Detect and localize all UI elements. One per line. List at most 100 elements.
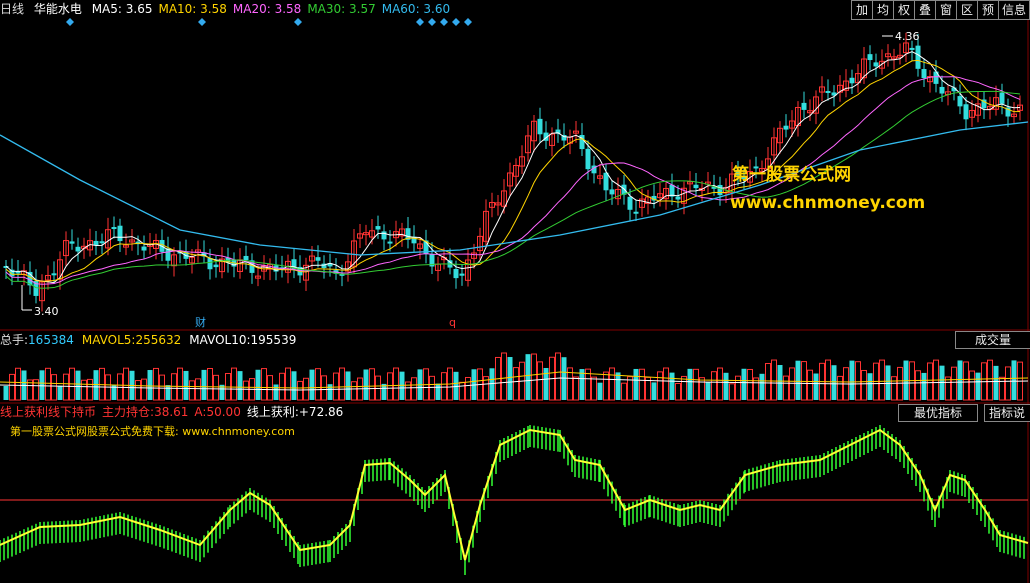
- volume-bar: [789, 367, 795, 401]
- indicator-help-button[interactable]: 指标说明: [984, 404, 1030, 422]
- volume-bar: [183, 370, 189, 400]
- volume-bar: [141, 378, 147, 401]
- candle-body: [129, 239, 135, 243]
- mavol10-value: 195539: [250, 333, 297, 347]
- volume-button[interactable]: 成交量: [955, 331, 1030, 349]
- volume-bar: [795, 360, 801, 400]
- signal-marker: [198, 18, 206, 26]
- candle-body: [207, 258, 213, 270]
- candle-body: [651, 195, 657, 201]
- signal-marker: [452, 18, 460, 26]
- indicator-info-bar: 线上获利线下持币 主力持仓:38.61 A:50.00 线上获利:+72.86: [0, 404, 343, 420]
- volume-bar: [717, 367, 723, 401]
- candle-body: [561, 135, 567, 141]
- candle-body: [303, 264, 309, 281]
- candle-body: [1011, 113, 1017, 118]
- volume-bar: [231, 367, 237, 401]
- candle-body: [417, 243, 423, 249]
- candle-body: [693, 184, 699, 189]
- candle-body: [123, 244, 129, 248]
- volume-bar: [879, 359, 885, 401]
- candle-body: [675, 196, 681, 200]
- candle-body: [555, 129, 561, 134]
- volume-bar: [315, 368, 321, 401]
- volume-bar: [147, 370, 153, 400]
- indicator-title: 线上获利线下持币: [0, 405, 97, 419]
- volume-bar: [651, 382, 657, 400]
- volume-bar: [693, 368, 699, 401]
- candle-body: [171, 254, 177, 267]
- candle-body: [471, 252, 477, 259]
- volume-bar: [393, 367, 399, 401]
- volume-bar: [921, 372, 927, 400]
- toolbar-range-button[interactable]: 区: [956, 0, 978, 20]
- candle-body: [525, 135, 531, 154]
- candle-body: [45, 274, 51, 281]
- volume-bar: [465, 376, 471, 401]
- best-indicator-button[interactable]: 最优指标: [898, 404, 978, 422]
- candle-body: [255, 275, 261, 279]
- candle-body: [399, 228, 405, 237]
- volume-bar: [723, 372, 729, 400]
- volume-bar: [897, 366, 903, 401]
- candle-body: [459, 273, 465, 276]
- volume-bar: [633, 368, 639, 400]
- candle-body: [411, 236, 417, 244]
- volume-bar: [441, 372, 447, 401]
- volume-info-bar: 总手:165384 MAVOL5:255632 MAVOL10:195539: [0, 332, 296, 348]
- volume-bar: [303, 377, 309, 401]
- volume-bar: [543, 367, 549, 400]
- toolbar-info-button[interactable]: 信息: [998, 0, 1030, 20]
- candle-body: [669, 184, 675, 197]
- toolbar-forecast-button[interactable]: 预: [977, 0, 999, 20]
- ma-values: MA5: 3.65 MA10: 3.58 MA20: 3.58 MA30: 3.57 M…: [92, 2, 456, 16]
- volume-bar: [945, 376, 951, 401]
- volume-bar: [609, 367, 615, 401]
- ma-item: MA10: 3.58: [158, 2, 227, 16]
- toolbar-window-button[interactable]: 窗: [935, 0, 957, 20]
- volume-bar: [285, 367, 291, 401]
- volume-bar: [87, 378, 93, 401]
- volume-bar: [135, 380, 141, 401]
- volume-bar: [399, 371, 405, 400]
- candle-body: [375, 226, 381, 230]
- volume-bar: [849, 360, 855, 400]
- high-price-label: 4.36: [895, 30, 920, 43]
- volume-bar: [273, 384, 279, 400]
- volume-bar: [381, 383, 387, 400]
- mavol5-line: [0, 371, 1029, 389]
- volume-bar: [711, 371, 717, 401]
- signal-marker: [294, 18, 302, 26]
- candle-body: [777, 127, 783, 144]
- volume-bar: [615, 372, 621, 400]
- candle-body: [885, 53, 891, 58]
- candle-body: [339, 273, 345, 276]
- candle-body: [789, 120, 795, 129]
- volume-bar: [63, 373, 69, 401]
- candle-body: [915, 45, 921, 69]
- volume-bar: [621, 382, 627, 401]
- toolbar-rights-button[interactable]: 权: [893, 0, 915, 20]
- volume-bar: [975, 372, 981, 400]
- profit-value: +72.86: [298, 405, 344, 419]
- volume-bar: [927, 362, 933, 401]
- volume-bar: [915, 370, 921, 401]
- toolbar-overlay-button[interactable]: 叠: [914, 0, 936, 20]
- candle-body: [759, 167, 765, 172]
- volume-bar: [309, 369, 315, 400]
- candle-body: [69, 241, 75, 244]
- volume-bar: [297, 380, 303, 401]
- toolbar-average-button[interactable]: 均: [872, 0, 894, 20]
- volume-bar: [405, 381, 411, 401]
- volume-bar: [759, 373, 765, 400]
- volume-bar: [153, 367, 159, 401]
- volume-bar: [753, 377, 759, 401]
- candle-body: [573, 130, 579, 134]
- candle-body: [165, 248, 171, 261]
- toolbar-add-button[interactable]: 加: [851, 0, 873, 20]
- candle-body: [711, 186, 717, 189]
- candle-body: [963, 104, 969, 120]
- ma-item: MA60: 3.60: [381, 2, 451, 16]
- candle-body: [579, 135, 585, 150]
